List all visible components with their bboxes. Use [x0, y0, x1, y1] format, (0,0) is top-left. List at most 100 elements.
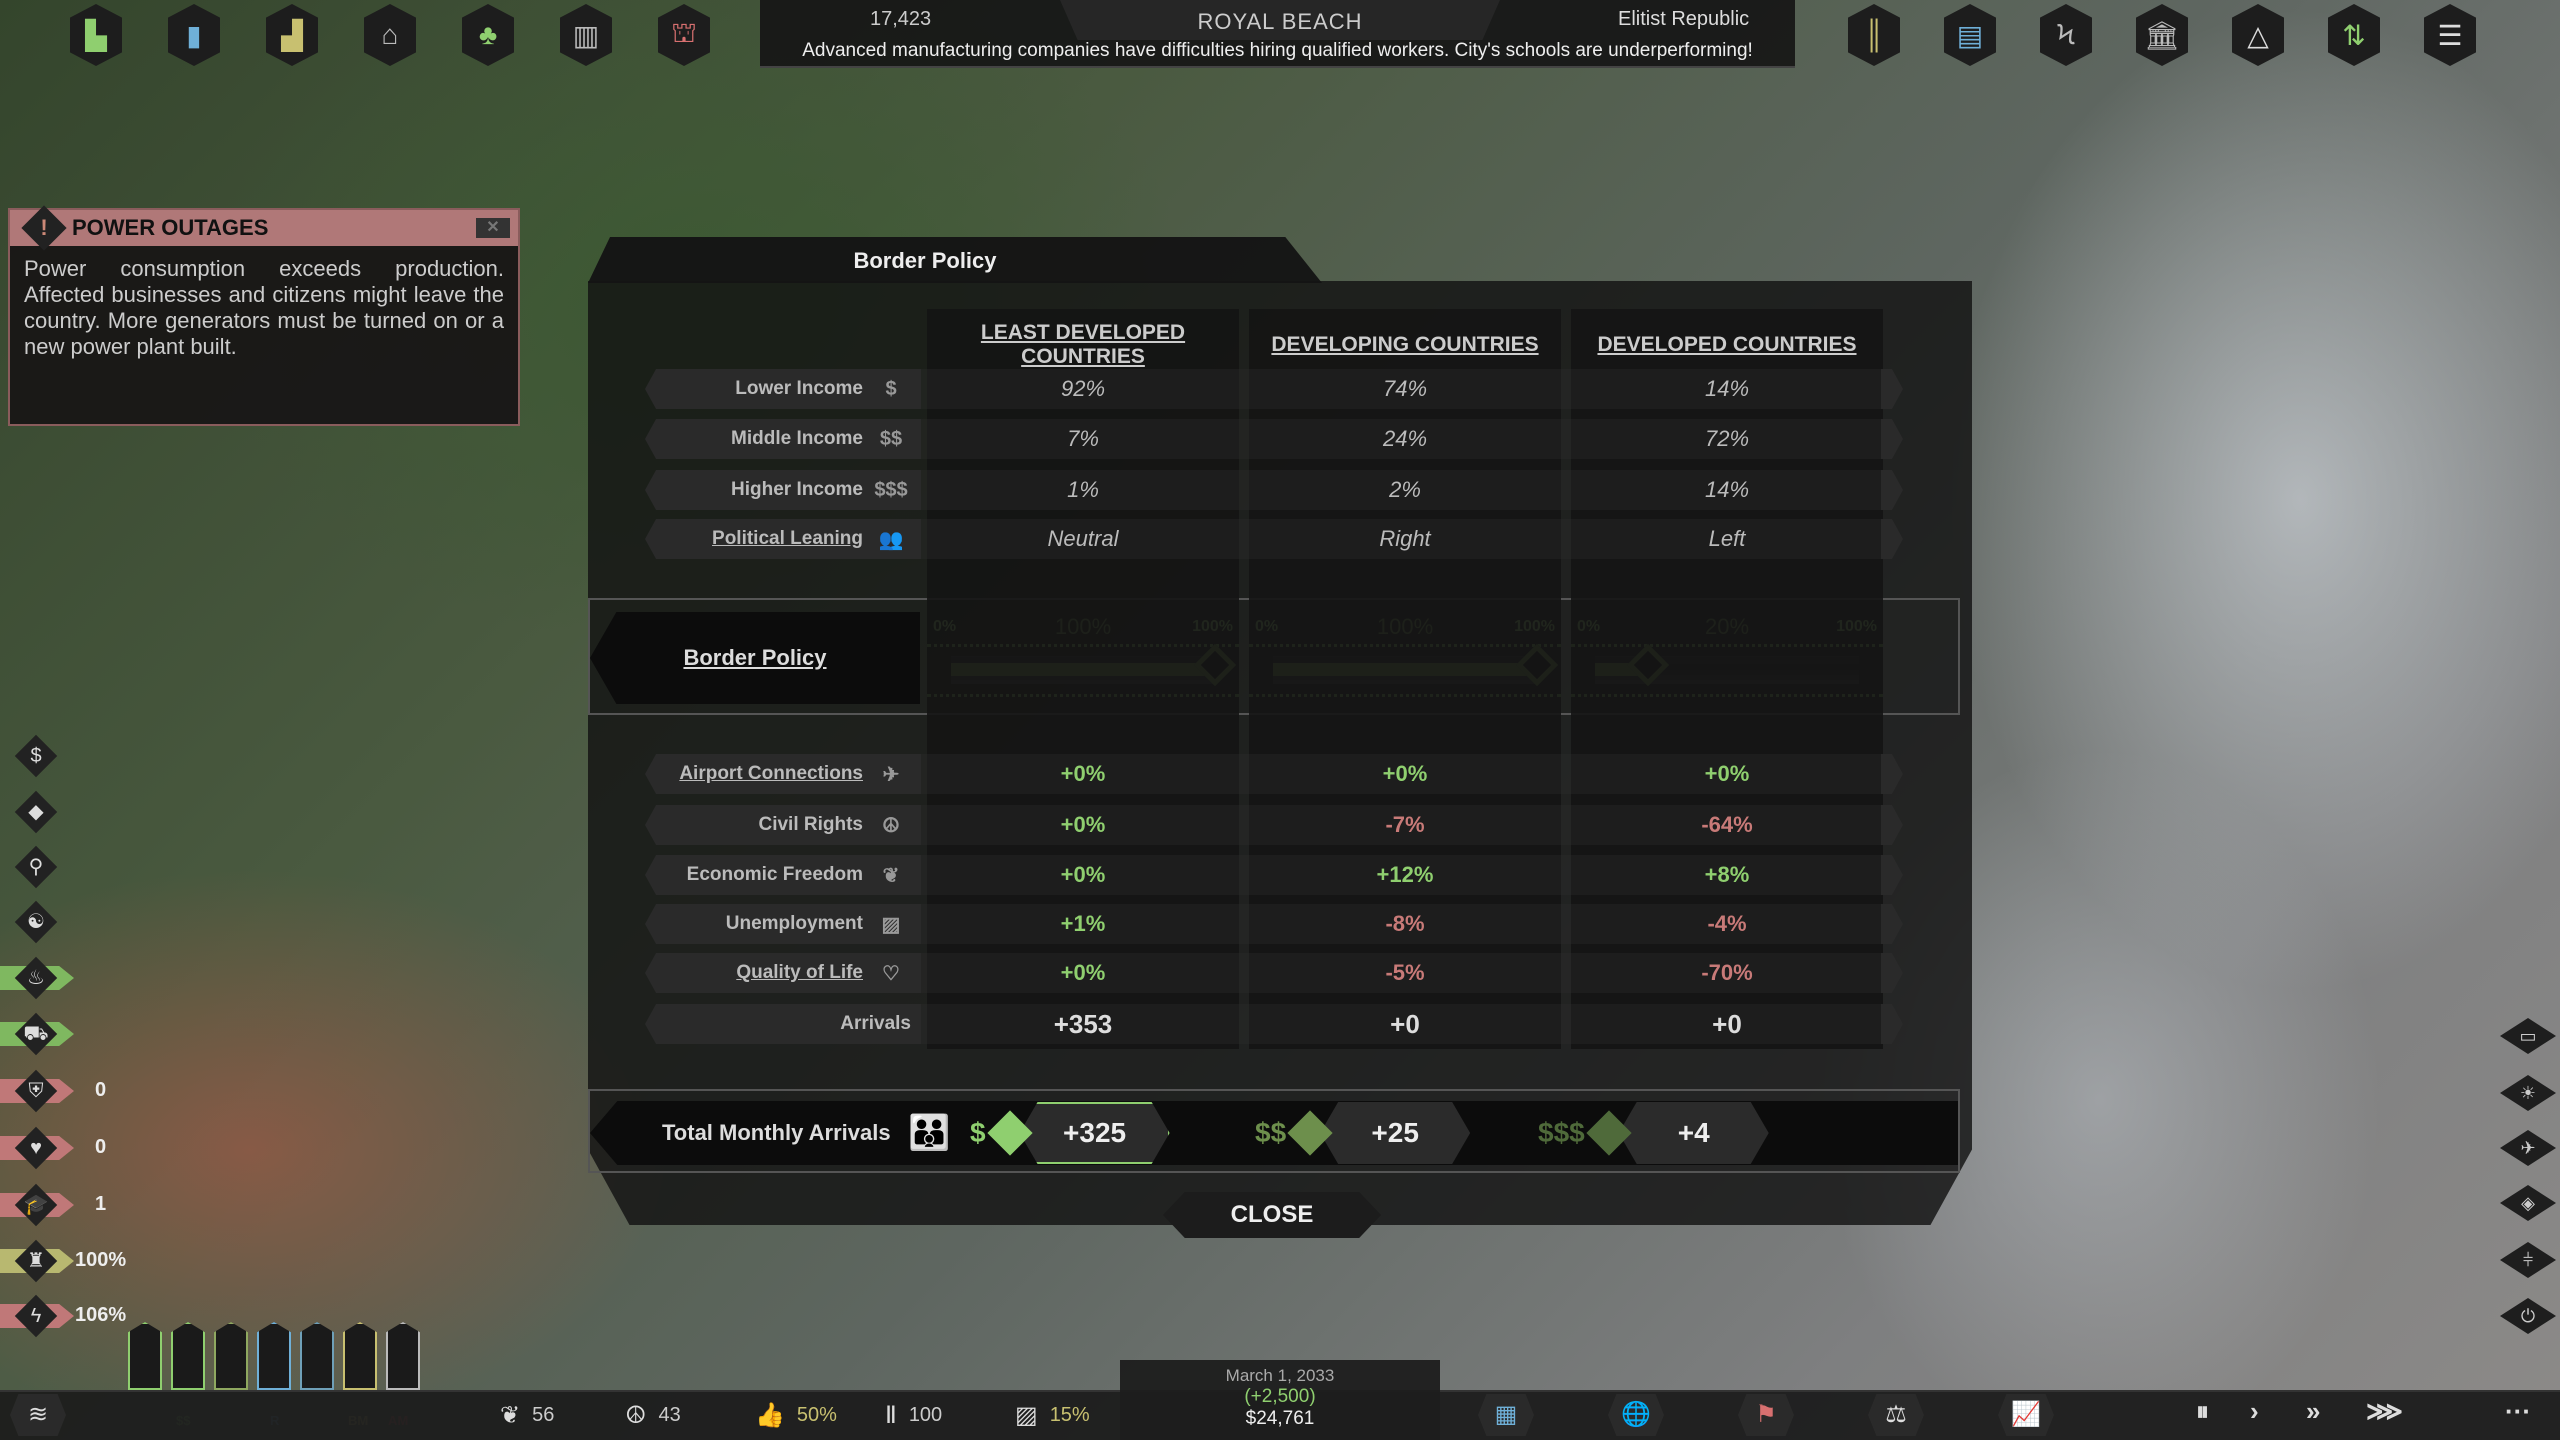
column-stat[interactable]: Ⅱ 100: [885, 1395, 942, 1435]
demand-bar[interactable]: [128, 1322, 162, 1390]
landmark-icon[interactable]: △: [2232, 4, 2284, 66]
policy-icon[interactable]: ⚑: [1738, 1394, 1794, 1436]
row-icon: ♡: [882, 962, 900, 985]
table-cell: +0%: [1060, 812, 1106, 837]
day-night-icon[interactable]: ☀: [2500, 1075, 2556, 1111]
border-policy-link[interactable]: Border Policy: [590, 612, 920, 704]
statistics-menu-icon[interactable]: ☰: [2424, 4, 2476, 66]
demand-bar[interactable]: [300, 1322, 334, 1390]
government-type[interactable]: Elitist Republic: [1618, 8, 1750, 30]
government-building-icon[interactable]: 🏛: [2136, 4, 2188, 66]
table-cell: -70%: [1701, 960, 1753, 985]
roads-icon[interactable]: ║: [1848, 4, 1900, 66]
zoning-icon[interactable]: ▤: [1944, 4, 1996, 66]
row-label-text[interactable]: Political Leaning: [712, 528, 863, 549]
table-cell: -8%: [1385, 911, 1425, 936]
civil-rights-icon: ☮: [625, 1401, 647, 1429]
table-cell: -5%: [1385, 960, 1425, 985]
row-label[interactable]: Political Leaning 👥: [645, 519, 921, 559]
pause-button[interactable]: ⏸: [2196, 1396, 2210, 1426]
resources-indicator[interactable]: ◆: [0, 790, 80, 834]
close-alert-button[interactable]: ✕: [476, 218, 510, 238]
power-off-icon[interactable]: ⏻: [2500, 1298, 2556, 1334]
parks-icon[interactable]: ♣: [462, 4, 514, 66]
row-band: [921, 1004, 1881, 1044]
table-cell: 2%: [1389, 477, 1421, 502]
demand-bar[interactable]: [343, 1322, 377, 1390]
table-cell: 92%: [1060, 376, 1106, 401]
upgrade-icon[interactable]: ⇅: [2328, 4, 2380, 66]
table-cell: 14%: [1704, 477, 1750, 502]
column-bg: [1249, 309, 1561, 1049]
save-icon[interactable]: ▭: [2500, 1018, 2556, 1054]
stroller-indicator[interactable]: ⚲: [0, 845, 80, 889]
healthcare-heart-indicator[interactable]: ♥ 0: [0, 1126, 106, 1170]
production-icon[interactable]: ⚖: [1868, 1394, 1924, 1436]
column-header[interactable]: DEVELOPING COUNTRIES: [1271, 333, 1539, 356]
water-tower-indicator[interactable]: ♜ 100%: [0, 1239, 126, 1283]
column-header[interactable]: LEAST DEVELOPED COUNTRIES: [980, 321, 1186, 368]
fastest-button[interactable]: ⋙: [2366, 1396, 2403, 1426]
power-icon[interactable]: Ϟ: [2040, 4, 2092, 66]
row-label-text[interactable]: Airport Connections: [679, 763, 863, 784]
play-button[interactable]: ›: [2250, 1396, 2259, 1426]
row-band: [921, 953, 1881, 993]
globe-icon[interactable]: 🌐: [1608, 1394, 1664, 1436]
treasury-balance: $24,761: [1245, 1408, 1315, 1429]
alert-body: Power consumption exceeds production. Af…: [24, 256, 504, 359]
row-label-text: Civil Rights: [758, 814, 863, 835]
traffic-indicator[interactable]: ⛟: [0, 1012, 80, 1056]
row-label[interactable]: Quality of Life ♡: [645, 953, 921, 993]
layers-icon[interactable]: ≋: [10, 1394, 66, 1436]
services-icon[interactable]: ⌂: [364, 4, 416, 66]
commercial-icon[interactable]: ▮: [168, 4, 220, 66]
table-cell: +0%: [1060, 960, 1106, 985]
stat-value: 56: [532, 1403, 555, 1426]
row-band: [921, 855, 1881, 895]
row-arrow: [1881, 419, 1903, 459]
demand-bar[interactable]: [171, 1322, 205, 1390]
unemployment-icon: ▨: [1015, 1401, 1038, 1429]
row-label-text[interactable]: Quality of Life: [736, 962, 863, 983]
demand-bar[interactable]: [214, 1322, 248, 1390]
table-cell: +0%: [1704, 761, 1750, 786]
indicator-value: 106%: [75, 1304, 127, 1326]
map-overlay-icon[interactable]: ◈: [2500, 1185, 2556, 1221]
demand-bar[interactable]: [257, 1322, 291, 1390]
unemployment-stat[interactable]: ▨ 15%: [1015, 1395, 1090, 1435]
residential-icon[interactable]: ▙: [70, 4, 122, 66]
pollution-indicator[interactable]: ♨: [0, 956, 80, 1000]
civil-rights-stat[interactable]: ☮ 43: [625, 1395, 681, 1435]
industrial-icon[interactable]: ▟: [266, 4, 318, 66]
row-icon: $: [885, 377, 897, 400]
close-button[interactable]: CLOSE: [1163, 1192, 1381, 1238]
row-icon: $$$: [874, 478, 908, 501]
economic-freedom-stat[interactable]: ❦ 56: [500, 1395, 554, 1435]
row-arrow: [1881, 369, 1903, 409]
table-cell: +12%: [1376, 862, 1434, 887]
more-menu-button[interactable]: ···: [2505, 1396, 2531, 1426]
budget-indicator[interactable]: $: [0, 734, 80, 778]
row-label: Middle Income $$: [645, 419, 921, 459]
city-name[interactable]: ROYAL BEACH: [1060, 0, 1500, 40]
finance-icon[interactable]: ▦: [1478, 1394, 1534, 1436]
education-cap-indicator[interactable]: 🎓 1: [0, 1183, 106, 1227]
demand-bar[interactable]: [386, 1322, 420, 1390]
helicopter-icon[interactable]: ✈: [2500, 1130, 2556, 1166]
stat-value: 15%: [1049, 1403, 1090, 1426]
power-bolt-indicator[interactable]: ϟ 106%: [0, 1294, 126, 1338]
arrival-value: +4: [1618, 1102, 1769, 1164]
yin-yang-indicator[interactable]: ☯: [0, 900, 80, 944]
row-arrow: [1881, 805, 1903, 845]
row-icon: ✈: [882, 763, 900, 786]
row-label[interactable]: Airport Connections ✈: [645, 754, 921, 794]
buildings-icon[interactable]: ▥: [560, 4, 612, 66]
approval-thumb-stat[interactable]: 👍 50%: [755, 1395, 837, 1435]
special-building-icon[interactable]: ⛫: [658, 4, 710, 66]
graph-icon[interactable]: 📈: [1998, 1394, 2054, 1436]
row-label-text: Lower Income: [735, 378, 863, 399]
crime-shield-indicator[interactable]: ⛨ 0: [0, 1069, 106, 1113]
settings-sliders-icon[interactable]: ⫩: [2500, 1242, 2556, 1278]
fast-button[interactable]: »: [2306, 1396, 2321, 1426]
column-header[interactable]: DEVELOPED COUNTRIES: [1597, 333, 1857, 356]
